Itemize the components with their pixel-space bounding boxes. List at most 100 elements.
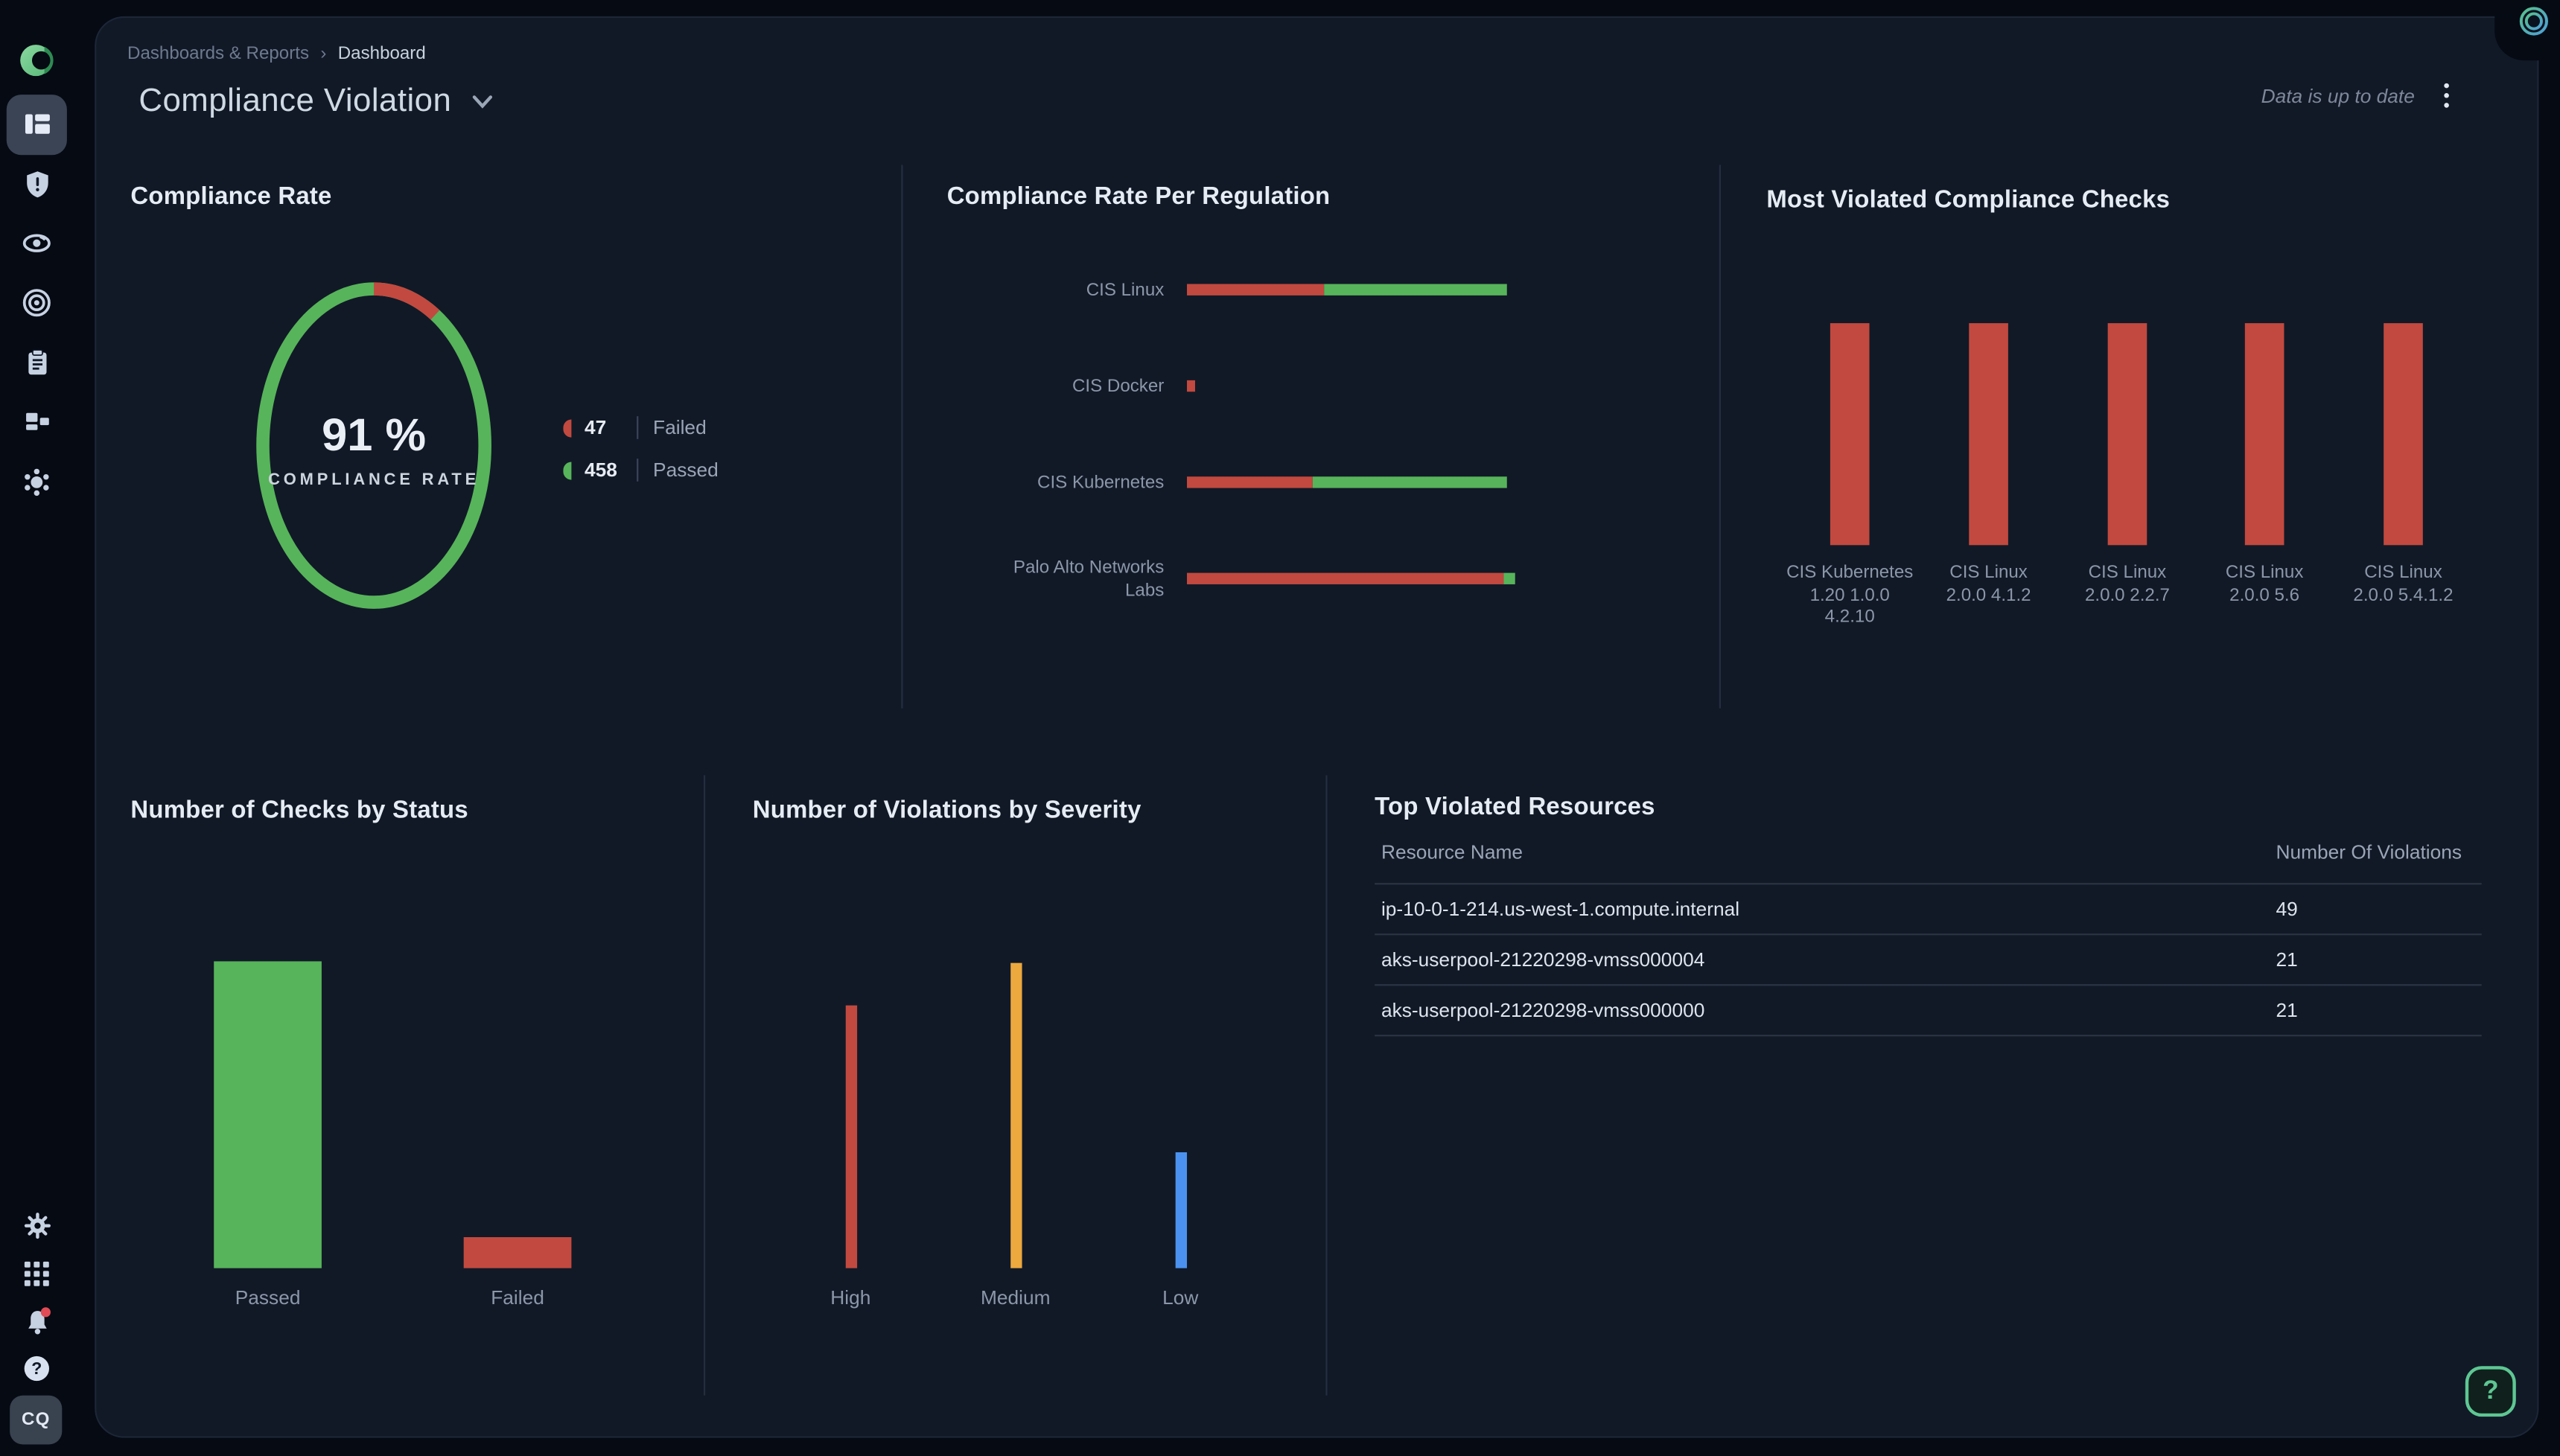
dashboard-title-dropdown[interactable]: Compliance Violation bbox=[138, 83, 492, 121]
check-label: CIS Kubernetes 1.20 1.0.0 4.2.10 bbox=[1786, 563, 1914, 627]
eye-icon bbox=[22, 234, 51, 252]
regulation-label: CIS Linux bbox=[1086, 281, 1165, 301]
axis-label-high: High bbox=[830, 1286, 871, 1309]
passed-marker-icon bbox=[563, 461, 572, 479]
regulation-bar-cis-kubernetes bbox=[1187, 476, 1507, 488]
chevron-down-icon bbox=[471, 95, 492, 109]
failed-count: 47 bbox=[584, 416, 607, 439]
severity-plot-low bbox=[1175, 963, 1188, 1268]
resource-name: ip-10-0-1-214.us-west-1.compute.internal bbox=[1381, 897, 1740, 921]
check-bar bbox=[2244, 323, 2284, 546]
orca-logo[interactable] bbox=[0, 39, 74, 82]
column-header-number-of-violations: Number Of Violations bbox=[2276, 840, 2462, 863]
passed-segment bbox=[1313, 476, 1507, 488]
severity-plot-high bbox=[845, 963, 858, 1268]
axis-label-medium: Medium bbox=[980, 1286, 1051, 1309]
sidebar: ? CQ bbox=[0, 0, 74, 1456]
violations-count: 21 bbox=[2276, 948, 2298, 971]
main-panel: Dashboards & Reports › Dashboard Complia… bbox=[95, 16, 2539, 1438]
sidebar-item-malware[interactable] bbox=[0, 467, 74, 498]
failed-segment bbox=[1187, 380, 1195, 392]
section-title-most-violated: Most Violated Compliance Checks bbox=[1766, 185, 2171, 214]
sidebar-item-notifications[interactable] bbox=[0, 1307, 74, 1336]
check-bar bbox=[2384, 323, 2423, 546]
compliance-rate-caption: COMPLIANCE RATE bbox=[268, 471, 480, 490]
blocks-icon bbox=[25, 412, 48, 430]
donut-legend: 47 Failed 458 Passed bbox=[563, 416, 719, 482]
axis-label-failed: Failed bbox=[491, 1286, 544, 1309]
compliance-rate-value: 91 % bbox=[322, 409, 427, 461]
donut-center-text: 91 % COMPLIANCE RATE bbox=[227, 409, 521, 489]
most-violated-plot bbox=[1830, 323, 1870, 546]
sidebar-item-alerts[interactable] bbox=[0, 170, 74, 199]
violations-count: 49 bbox=[2276, 897, 2298, 921]
data-freshness-status: Data is up to date bbox=[2261, 83, 2415, 107]
passed-segment bbox=[1503, 572, 1515, 584]
sidebar-item-dashboards[interactable] bbox=[0, 109, 74, 138]
check-label: CIS Linux 2.0.0 4.1.2 bbox=[1946, 563, 2031, 605]
page-title: Compliance Violation bbox=[138, 83, 452, 120]
check-label: CIS Linux 2.0.0 5.6 bbox=[2225, 563, 2304, 605]
sidebar-item-attack-surface[interactable] bbox=[0, 287, 74, 319]
donut-failed-segment bbox=[373, 282, 440, 320]
failed-segment bbox=[1187, 284, 1325, 296]
divider bbox=[704, 775, 706, 1396]
orca-logo-icon bbox=[19, 45, 53, 77]
help-button[interactable]: ? bbox=[2465, 1366, 2516, 1417]
top-violated-resources-table: Resource Name Number Of Violations ip-10… bbox=[1375, 831, 2482, 1037]
check-bar bbox=[1969, 323, 2008, 546]
failed-marker-icon bbox=[563, 418, 572, 437]
section-title-checks-by-status: Number of Checks by Status bbox=[130, 796, 468, 825]
failed-segment bbox=[1187, 572, 1504, 584]
table-row[interactable]: aks-userpool-21220298-vmss000000 21 bbox=[1375, 984, 2482, 1037]
divider bbox=[901, 165, 903, 709]
passed-count: 458 bbox=[584, 459, 617, 482]
corner-rings-icon[interactable] bbox=[2518, 5, 2550, 38]
help-circle-icon: ? bbox=[24, 1356, 49, 1382]
divider bbox=[1719, 165, 1722, 709]
sidebar-item-settings[interactable] bbox=[0, 1211, 74, 1240]
legend-item-passed: 458 Passed bbox=[563, 459, 719, 482]
status-plot-failed bbox=[463, 961, 572, 1268]
regulation-bar-cis-linux bbox=[1187, 284, 1507, 296]
sidebar-item-compliance[interactable] bbox=[0, 348, 74, 377]
compliance-rate-donut-chart bbox=[256, 282, 491, 609]
status-plot-passed bbox=[214, 961, 322, 1268]
divider bbox=[1325, 775, 1328, 1396]
medium-bar bbox=[1010, 962, 1022, 1268]
breadcrumb-separator-icon: › bbox=[320, 44, 327, 64]
high-bar bbox=[845, 1006, 858, 1268]
sidebar-item-apps[interactable] bbox=[0, 1260, 74, 1288]
sidebar-item-visibility[interactable] bbox=[0, 229, 74, 258]
kebab-menu-button[interactable] bbox=[2438, 80, 2456, 111]
check-bar bbox=[2107, 323, 2147, 546]
section-title-compliance-rate: Compliance Rate bbox=[130, 182, 332, 211]
table-row[interactable]: ip-10-0-1-214.us-west-1.compute.internal… bbox=[1375, 883, 2482, 933]
axis-label-passed: Passed bbox=[235, 1286, 301, 1309]
resource-name: aks-userpool-21220298-vmss000000 bbox=[1381, 998, 1705, 1022]
legend-item-failed: 47 Failed bbox=[563, 416, 718, 439]
failed-label: Failed bbox=[637, 416, 707, 439]
breadcrumb-item-dashboards-reports[interactable]: Dashboards & Reports bbox=[127, 44, 310, 64]
avatar[interactable]: CQ bbox=[10, 1395, 63, 1445]
failed-bar bbox=[463, 1236, 572, 1268]
data-status-row: Data is up to date bbox=[2261, 80, 2456, 111]
avatar-initials: CQ bbox=[22, 1410, 51, 1430]
virus-icon bbox=[25, 468, 49, 496]
check-label: CIS Linux 2.0.0 2.2.7 bbox=[2084, 563, 2170, 605]
severity-plot-medium bbox=[1010, 962, 1022, 1268]
sidebar-item-help[interactable]: ? bbox=[0, 1355, 74, 1382]
axis-label-low: Low bbox=[1162, 1286, 1199, 1309]
help-button-label: ? bbox=[2483, 1376, 2499, 1405]
dashboards-icon bbox=[24, 114, 49, 134]
regulation-bar-cis-docker bbox=[1187, 380, 1507, 392]
notification-dot bbox=[40, 1307, 51, 1318]
svg-text:?: ? bbox=[31, 1358, 42, 1378]
column-header-resource-name: Resource Name bbox=[1381, 840, 1523, 863]
table-row[interactable]: aks-userpool-21220298-vmss000004 21 bbox=[1375, 933, 2482, 984]
regulation-label: Palo Alto Networks Labs bbox=[1013, 558, 1165, 601]
check-bar bbox=[1830, 323, 1870, 546]
breadcrumb-item-dashboard[interactable]: Dashboard bbox=[337, 44, 426, 64]
sidebar-item-inventory[interactable] bbox=[0, 406, 74, 435]
